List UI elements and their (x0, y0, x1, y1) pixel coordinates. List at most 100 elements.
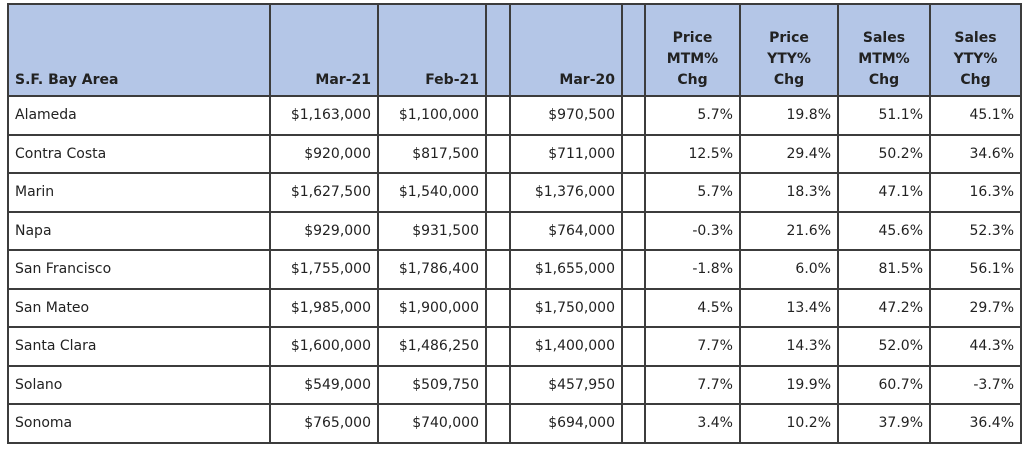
spacer-cell (621, 403, 646, 444)
cell: $1,755,000 (269, 249, 379, 290)
cell: 18.3% (739, 172, 839, 213)
cell: 13.4% (739, 287, 839, 328)
spacer-cell (621, 326, 646, 367)
table-row: Alameda $1,163,000 $1,100,000 $970,500 5.7% 1… (7, 95, 1022, 136)
table-row: Contra Costa $920,000 $817,500 $711,000 12.5… (7, 133, 1022, 174)
header-line: Price (672, 30, 713, 46)
table-row: Sonoma $765,000 $740,000 $694,000 3.4% 10.2% 3… (7, 403, 1022, 444)
cell: 12.5% (644, 133, 741, 174)
row-label: Alameda (7, 95, 271, 136)
cell: $1,100,000 (377, 95, 487, 136)
header-line: MTM% (858, 51, 910, 67)
cell: $1,655,000 (509, 249, 623, 290)
spacer-cell (621, 95, 646, 136)
spacer-cell (485, 95, 511, 136)
spacer-cell (621, 287, 646, 328)
spacer-cell (621, 172, 646, 213)
cell: 19.8% (739, 95, 839, 136)
cell: $1,540,000 (377, 172, 487, 213)
spacer-cell (485, 172, 511, 213)
table-row: San Francisco $1,755,000 $1,786,400 $1,655,… (7, 249, 1022, 290)
cell: $740,000 (377, 403, 487, 444)
spacer-cell (485, 3, 511, 97)
cell: 3.4% (644, 403, 741, 444)
header-row: S.F. Bay Area Mar-21 Feb-21 Mar-20 Price MTM%… (7, 3, 1022, 97)
cell: $694,000 (509, 403, 623, 444)
cell: 34.6% (929, 133, 1022, 174)
cell: $1,786,400 (377, 249, 487, 290)
table-row: Marin $1,627,500 $1,540,000 $1,376,000 5.7% 1… (7, 172, 1022, 213)
row-label: Santa Clara (7, 326, 271, 367)
table-body: Alameda $1,163,000 $1,100,000 $970,500 5.7% 1… (7, 95, 1022, 444)
cell: $1,985,000 (269, 287, 379, 328)
cell: $711,000 (509, 133, 623, 174)
cell: 5.7% (644, 95, 741, 136)
header-cell: Feb-21 (377, 3, 487, 97)
header-cell: Price YTY% Chg (739, 3, 839, 97)
spacer-cell (485, 249, 511, 290)
cell: 7.7% (644, 326, 741, 367)
cell: $1,486,250 (377, 326, 487, 367)
cell: $764,000 (509, 210, 623, 251)
cell: 29.7% (929, 287, 1022, 328)
cell: $1,627,500 (269, 172, 379, 213)
cell: $1,400,000 (509, 326, 623, 367)
spacer-cell (621, 364, 646, 405)
header-line: Chg (677, 72, 708, 88)
header-line: Price (769, 30, 809, 46)
header-cell: S.F. Bay Area (7, 3, 271, 97)
header-cell: Sales YTY% Chg (929, 3, 1022, 97)
header-line: Chg (773, 72, 805, 88)
header-line: Sales (954, 30, 997, 46)
cell: 36.4% (929, 403, 1022, 444)
spacer-cell (621, 249, 646, 290)
header-cell: Mar-21 (269, 3, 379, 97)
spacer-cell (621, 3, 646, 97)
cell: 29.4% (739, 133, 839, 174)
data-table: S.F. Bay Area Mar-21 Feb-21 Mar-20 Price MTM%… (7, 3, 1022, 444)
cell: $457,950 (509, 364, 623, 405)
spacer-cell (485, 210, 511, 251)
spacer-cell (485, 364, 511, 405)
table-row: San Mateo $1,985,000 $1,900,000 $1,750,000 4… (7, 287, 1022, 328)
cell: 45.1% (929, 95, 1022, 136)
cell: -3.7% (929, 364, 1022, 405)
cell: 81.5% (837, 249, 931, 290)
cell: 21.6% (739, 210, 839, 251)
row-label: Napa (7, 210, 271, 251)
header-line: Chg (868, 72, 900, 88)
table-row: Santa Clara $1,600,000 $1,486,250 $1,400,00… (7, 326, 1022, 367)
cell: 50.2% (837, 133, 931, 174)
spacer-cell (485, 287, 511, 328)
cell: $765,000 (269, 403, 379, 444)
header-line: YTY% (767, 51, 811, 67)
header-cell: Mar-20 (509, 3, 623, 97)
cell: $920,000 (269, 133, 379, 174)
cell: $817,500 (377, 133, 487, 174)
row-label: Contra Costa (7, 133, 271, 174)
spacer-cell (621, 210, 646, 251)
cell: 19.9% (739, 364, 839, 405)
spacer-cell (621, 133, 646, 174)
cell: 56.1% (929, 249, 1022, 290)
header-line: MTM% (666, 51, 719, 67)
row-label: Solano (7, 364, 271, 405)
header-line: YTY% (953, 51, 998, 67)
cell: 5.7% (644, 172, 741, 213)
cell: $970,500 (509, 95, 623, 136)
row-label: San Francisco (7, 249, 271, 290)
header-line: Sales (862, 30, 906, 46)
header-line: Chg (960, 72, 991, 88)
cell: $1,750,000 (509, 287, 623, 328)
row-label: Marin (7, 172, 271, 213)
header-cell: Price MTM% Chg (644, 3, 741, 97)
cell: $1,376,000 (509, 172, 623, 213)
spacer-cell (485, 326, 511, 367)
spacer-cell (485, 133, 511, 174)
cell: 60.7% (837, 364, 931, 405)
cell: 37.9% (837, 403, 931, 444)
cell: 45.6% (837, 210, 931, 251)
cell: $1,163,000 (269, 95, 379, 136)
cell: $931,500 (377, 210, 487, 251)
cell: $1,600,000 (269, 326, 379, 367)
